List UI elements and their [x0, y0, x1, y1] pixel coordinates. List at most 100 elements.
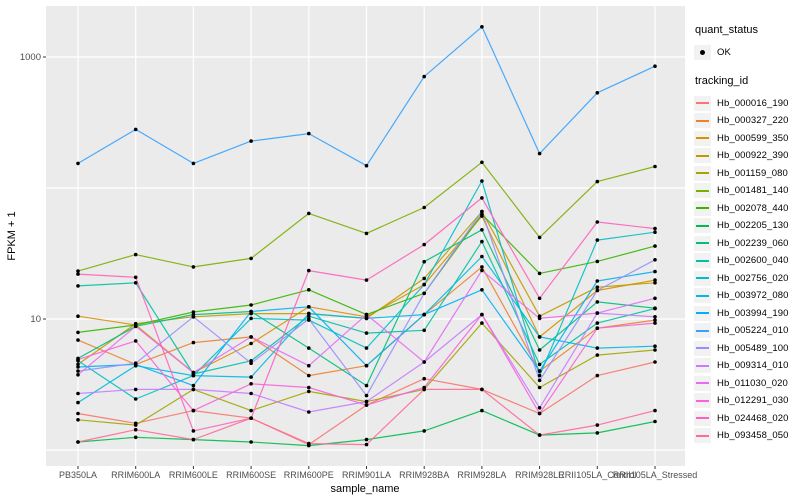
data-point — [537, 296, 542, 301]
legend-item-label: Hb_003994_190 — [717, 307, 789, 319]
data-point — [364, 437, 369, 442]
data-point — [422, 291, 427, 296]
data-point — [480, 387, 484, 392]
data-point — [307, 314, 311, 319]
data-point — [249, 341, 253, 346]
legend-item-ok: OK — [694, 44, 800, 61]
data-point — [307, 410, 311, 414]
data-point — [537, 271, 542, 276]
legend-item-label: Hb_002756_020 — [717, 272, 789, 284]
legend-item-label: Hb_003972_080 — [717, 290, 789, 302]
data-point — [480, 288, 484, 292]
data-point — [307, 389, 311, 394]
legend-item-Hb_005489_100: Hb_005489_100 — [694, 340, 800, 357]
line-swatch-icon — [694, 340, 711, 356]
data-point — [653, 344, 657, 349]
data-point — [249, 391, 253, 396]
data-point — [422, 282, 427, 287]
data-point — [307, 131, 311, 136]
y-tick-label: 1000 — [20, 52, 41, 63]
legend-item-label: Hb_024468_020 — [717, 412, 789, 424]
data-point — [76, 338, 80, 342]
data-point — [76, 440, 80, 444]
data-point — [595, 431, 600, 435]
legend-item-Hb_001159_080: Hb_001159_080 — [694, 165, 800, 182]
data-point — [480, 209, 484, 214]
data-point — [133, 423, 138, 427]
data-point — [133, 324, 138, 329]
data-point — [249, 408, 253, 413]
data-point — [249, 416, 253, 421]
data-point — [480, 228, 484, 232]
data-point — [249, 309, 253, 314]
data-point — [76, 314, 80, 319]
data-point — [653, 269, 657, 274]
data-point — [307, 317, 311, 321]
data-point — [364, 331, 369, 335]
data-point — [595, 300, 600, 304]
data-point — [480, 268, 484, 273]
x-tick-label: RRIM901LA — [342, 470, 391, 480]
data-point — [422, 328, 427, 333]
data-point — [595, 285, 600, 290]
data-point — [364, 383, 369, 388]
data-point — [76, 365, 80, 369]
data-point — [595, 259, 600, 264]
data-point — [422, 74, 427, 79]
data-point — [133, 252, 138, 257]
y-tick-label: 10 — [30, 314, 41, 325]
data-point — [480, 160, 484, 165]
data-point — [133, 435, 138, 440]
data-point — [595, 288, 600, 293]
ok-point-icon — [694, 45, 711, 60]
legend-item-label: Hb_000016_190 — [717, 97, 789, 109]
data-point — [480, 25, 484, 29]
data-point — [653, 244, 657, 248]
line-swatch-icon — [694, 200, 711, 216]
line-swatch-icon — [694, 253, 711, 269]
data-point — [307, 268, 311, 273]
data-point — [249, 375, 253, 379]
line-swatch-icon — [694, 270, 711, 286]
data-point — [537, 362, 542, 367]
data-point — [537, 348, 542, 352]
data-point — [364, 346, 369, 350]
data-point — [249, 361, 253, 366]
legend-item-Hb_093458_050: Hb_093458_050 — [694, 428, 800, 445]
data-point — [653, 64, 657, 68]
data-point — [480, 179, 484, 183]
data-point — [480, 212, 484, 217]
data-point — [595, 326, 600, 331]
line-swatch-icon — [694, 130, 711, 146]
data-point — [653, 318, 657, 322]
legend-panel: quant_status OK tracking_id Hb_000016_19… — [694, 24, 800, 445]
data-point — [307, 373, 311, 378]
x-tick-label: PB350LA — [59, 470, 97, 480]
data-point — [249, 316, 253, 321]
data-point — [480, 312, 484, 317]
data-point — [595, 91, 600, 95]
data-point — [307, 363, 311, 368]
line-swatch-icon — [694, 393, 711, 409]
line-swatch-icon — [694, 218, 711, 234]
line-swatch-icon — [694, 323, 711, 339]
x-tick-label: RRII105LA_Stressed — [613, 470, 698, 480]
data-point — [422, 276, 427, 281]
data-point — [422, 360, 427, 364]
data-point — [191, 437, 196, 442]
data-point — [364, 163, 369, 168]
legend-item-Hb_003994_190: Hb_003994_190 — [694, 305, 800, 322]
data-point — [307, 441, 311, 446]
data-point — [364, 312, 369, 317]
legend-item-label: Hb_093458_050 — [717, 430, 789, 442]
data-point — [76, 284, 80, 288]
data-point — [653, 315, 657, 319]
x-tick-label: RRIM600LA — [111, 470, 160, 480]
data-point — [653, 348, 657, 352]
data-point — [480, 408, 484, 413]
data-point — [595, 353, 600, 357]
legend-item-label: Hb_002205_130 — [717, 220, 789, 232]
data-point — [133, 339, 138, 343]
legend-item-label: Hb_000922_390 — [717, 150, 789, 162]
legend-item-Hb_024468_020: Hb_024468_020 — [694, 410, 800, 427]
